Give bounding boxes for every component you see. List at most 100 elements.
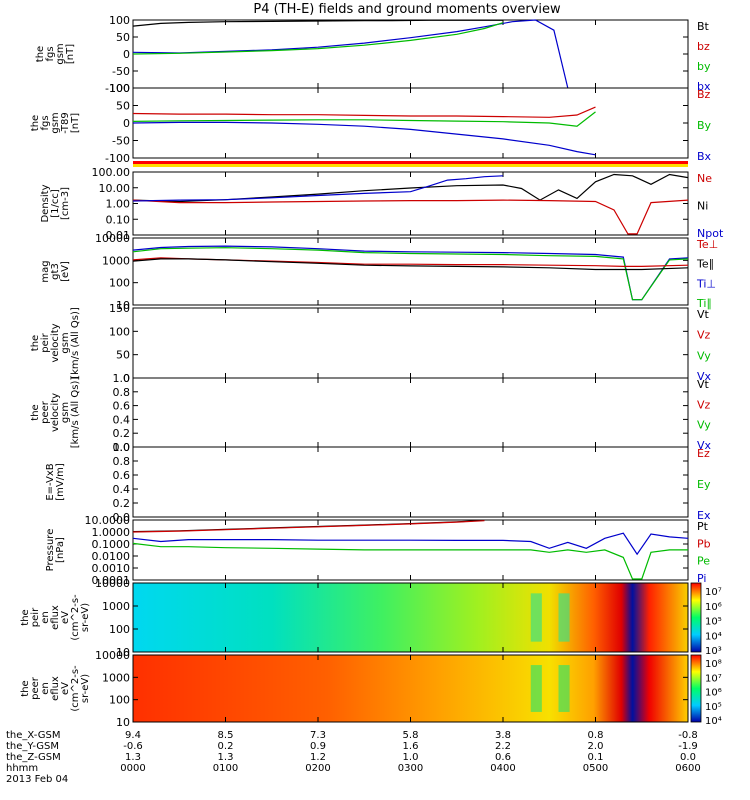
y-axis-label: gsm xyxy=(60,332,71,353)
legend-entry: Ni xyxy=(697,200,708,213)
x-axis-value: 0500 xyxy=(583,763,608,774)
colorbar-tick-label: 10³ xyxy=(705,646,722,657)
x-axis-row-label: the_Y-GSM xyxy=(6,741,59,752)
y-axis-label: (cm^2-s- xyxy=(70,665,81,712)
y-tick-label: 1000 xyxy=(102,671,130,684)
y-axis-label: [nT] xyxy=(70,113,81,133)
series-line-Bt xyxy=(132,19,503,27)
x-axis-row-label: the_X-GSM xyxy=(6,730,60,741)
x-axis-value: 2.2 xyxy=(495,741,511,752)
y-tick-label: 10.00 xyxy=(99,182,131,195)
x-axis-value: 9.4 xyxy=(125,730,141,741)
y-axis-label: peer xyxy=(30,676,41,700)
x-axis-value: -1.9 xyxy=(678,741,698,752)
panel-frame xyxy=(132,171,689,236)
y-tick-label: 0 xyxy=(123,372,130,385)
y-tick-label: 10000 xyxy=(95,577,130,590)
x-axis-value: 0.0 xyxy=(680,752,696,763)
quality-strip xyxy=(133,164,688,167)
legend-entry: Pi xyxy=(697,572,706,585)
series-line-bx xyxy=(132,19,569,89)
y-tick-label: 1000 xyxy=(102,600,130,613)
x-axis-value: 1.6 xyxy=(403,741,419,752)
x-axis-value: 0000 xyxy=(120,763,145,774)
y-tick-label: 100 xyxy=(109,694,130,707)
y-axis-label: gsm xyxy=(50,112,61,133)
y-tick-label: 0.4 xyxy=(113,483,131,496)
legend-entry: bz xyxy=(697,40,710,53)
legend-entry: Bz xyxy=(697,88,711,101)
y-tick-label: 100 xyxy=(109,325,130,338)
panel-temperature: 10000 1000 100 10 mag gt3 [eV] Te⊥ Te∥ Ti⊥ Ti∥ xyxy=(40,232,718,312)
colorbar xyxy=(690,654,702,723)
series-line-Ne xyxy=(132,199,689,235)
y-axis-label: velocity xyxy=(50,393,61,432)
series-line-by xyxy=(132,22,504,55)
spectrogram xyxy=(133,655,688,722)
y-axis-label: eV xyxy=(60,682,71,695)
panel-frame xyxy=(132,307,689,379)
spectrogram-band xyxy=(530,665,542,712)
y-tick-label: 50 xyxy=(116,31,130,44)
x-axis-value: 0600 xyxy=(675,763,700,774)
colorbar-tick-label: 10⁵ xyxy=(705,702,722,713)
y-tick-label: 0.4 xyxy=(113,413,131,426)
quality-strip xyxy=(133,161,688,164)
y-tick-label: -50 xyxy=(112,65,130,78)
panel-frame xyxy=(132,446,689,518)
y-axis-label: [km/s (All Qs)] xyxy=(70,307,81,379)
y-axis-label: [cm-3] xyxy=(60,187,71,220)
y-axis-label: Pressure xyxy=(45,529,56,572)
y-axis-label: peir xyxy=(30,607,41,627)
y-axis-label: [mV/m] xyxy=(55,463,66,501)
y-axis-label: velocity xyxy=(50,323,61,362)
y-tick-label: 0.0001 xyxy=(92,574,131,587)
y-tick-label: 10000 xyxy=(95,649,130,662)
legend-entry: Ey xyxy=(697,478,711,491)
x-axis-value: -0.8 xyxy=(678,730,698,741)
x-axis-value: 1.2 xyxy=(310,752,326,763)
y-tick-label: 150 xyxy=(109,302,130,315)
y-tick-label: 1.0000 xyxy=(92,526,131,539)
legend-entry: By xyxy=(697,119,712,132)
y-axis-label: en xyxy=(40,611,51,624)
figure-title: P4 (TH-E) fields and ground moments over… xyxy=(253,2,561,17)
panel-peir_velocity: 150 100 50 0 the peir velocity gsm [km/s (All Qs… xyxy=(30,302,712,385)
y-tick-label: 1.0 xyxy=(113,441,131,454)
colorbar-tick-label: 10⁵ xyxy=(705,617,722,628)
series-line-Npot xyxy=(132,175,504,202)
x-axis-value: 7.3 xyxy=(310,730,326,741)
series-line-Pt xyxy=(132,519,485,533)
legend-entry: Bt xyxy=(697,20,710,33)
legend-entry: bx xyxy=(697,80,711,93)
colorbar-tick-label: 10⁴ xyxy=(705,716,722,727)
legend-entry: Ez xyxy=(697,447,710,460)
x-axis-row-label: the_Z-GSM xyxy=(6,752,61,763)
spectrogram-band xyxy=(558,665,570,712)
y-axis-label: Density xyxy=(40,184,51,222)
x-axis-value: 0100 xyxy=(213,763,238,774)
colorbar-tick-label: 10⁶ xyxy=(705,688,722,699)
x-axis-value: 0300 xyxy=(398,763,423,774)
y-axis-label: [eV] xyxy=(60,261,71,282)
y-axis-label: gt3 xyxy=(50,263,61,280)
x-axis-value: 1.3 xyxy=(125,752,141,763)
panel-density: 100.00 10.00 1.00 0.10 0.01 Density [1/cc] [cm-… xyxy=(40,166,724,242)
y-axis-label: [nPa] xyxy=(55,537,66,563)
y-tick-label: -100 xyxy=(105,152,130,165)
y-axis-label: the xyxy=(30,335,41,351)
legend-entry: Vz xyxy=(697,398,711,411)
y-axis-label: eflux xyxy=(50,676,61,701)
series-line-Pi xyxy=(132,532,689,556)
y-tick-label: 0.2 xyxy=(113,427,131,440)
colorbar-tick-label: 10⁷ xyxy=(705,587,722,598)
y-axis-label: the xyxy=(30,404,41,420)
series-line-Ti⊥ xyxy=(132,245,689,301)
legend-entry: Pb xyxy=(697,537,711,550)
y-axis-label: mag xyxy=(40,260,51,282)
y-axis-label: eflux xyxy=(50,605,61,630)
y-axis-label: [1/cc] xyxy=(50,189,61,218)
legend-entry: Vt xyxy=(697,378,710,391)
y-axis-label: E=-VxB xyxy=(45,463,56,500)
